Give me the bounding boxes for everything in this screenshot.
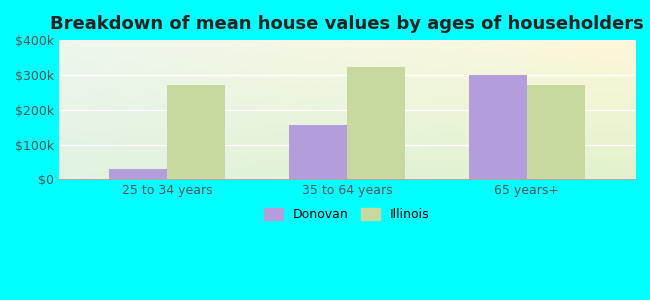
Bar [347, 67, 404, 179]
Bar [109, 169, 167, 179]
Bar [289, 125, 347, 179]
Bar [469, 75, 527, 179]
Title: Breakdown of mean house values by ages of householders: Breakdown of mean house values by ages o… [50, 15, 644, 33]
Legend: Donovan, Illinois: Donovan, Illinois [259, 202, 435, 226]
Bar [527, 85, 584, 179]
Bar [167, 85, 225, 179]
